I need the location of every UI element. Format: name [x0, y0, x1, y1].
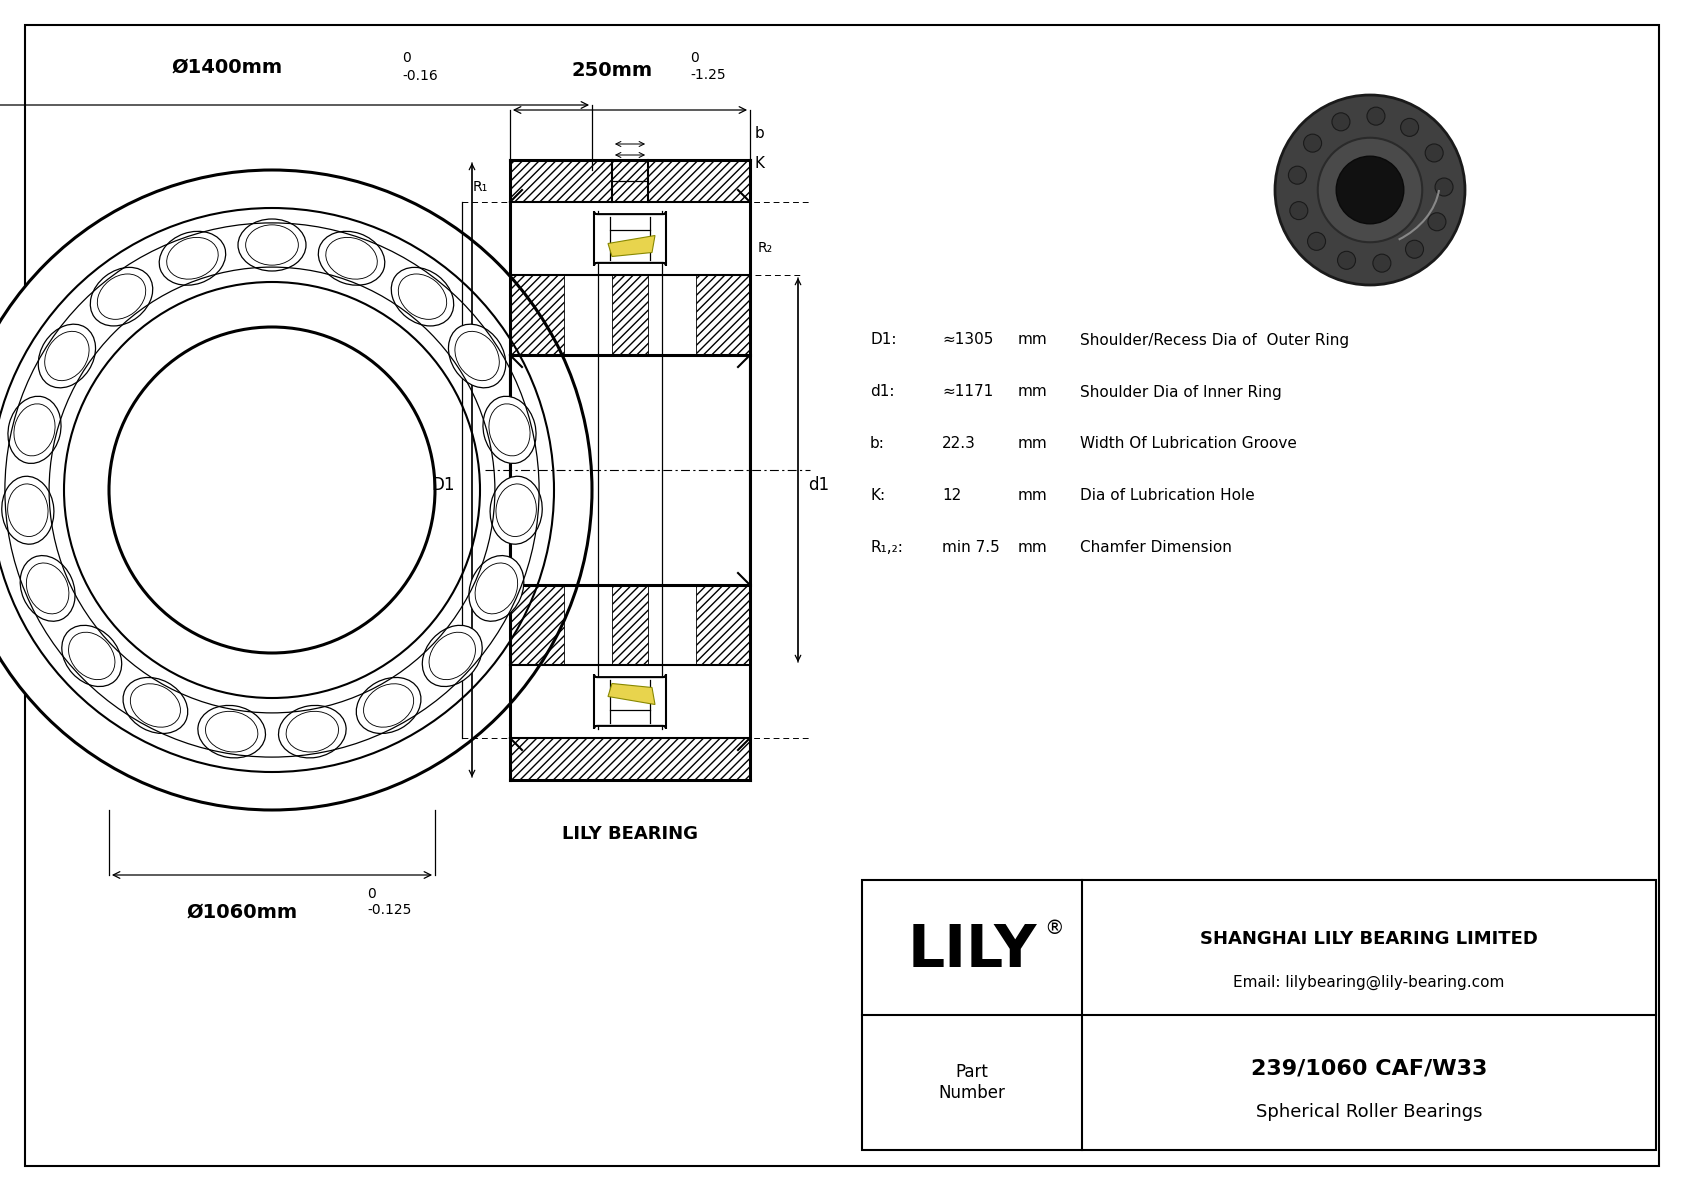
- Ellipse shape: [318, 231, 386, 285]
- Ellipse shape: [20, 555, 76, 622]
- Text: 0: 0: [402, 51, 411, 66]
- Text: mm: mm: [1019, 385, 1047, 399]
- Text: Ø1400mm: Ø1400mm: [172, 58, 283, 77]
- Text: Part
Number: Part Number: [938, 1064, 1005, 1102]
- Text: b:: b:: [871, 436, 884, 451]
- Text: Dia of Lubrication Hole: Dia of Lubrication Hole: [1079, 488, 1255, 504]
- Text: Chamfer Dimension: Chamfer Dimension: [1079, 541, 1233, 555]
- Text: 0: 0: [367, 887, 376, 902]
- Polygon shape: [608, 684, 655, 705]
- Circle shape: [1425, 144, 1443, 162]
- Text: Shoulder Dia of Inner Ring: Shoulder Dia of Inner Ring: [1079, 385, 1282, 399]
- Ellipse shape: [62, 625, 121, 686]
- Text: ≈1171: ≈1171: [941, 385, 994, 399]
- Circle shape: [1337, 251, 1356, 269]
- Ellipse shape: [160, 231, 226, 285]
- Circle shape: [1275, 95, 1465, 285]
- Ellipse shape: [448, 324, 505, 388]
- Text: Spherical Roller Bearings: Spherical Roller Bearings: [1256, 1103, 1482, 1121]
- Ellipse shape: [8, 397, 61, 463]
- FancyBboxPatch shape: [594, 674, 665, 729]
- Ellipse shape: [197, 705, 266, 757]
- Text: Email: lilybearing@lily-bearing.com: Email: lilybearing@lily-bearing.com: [1233, 975, 1505, 990]
- Ellipse shape: [483, 397, 536, 463]
- Text: Ø1060mm: Ø1060mm: [187, 903, 298, 922]
- Bar: [611, 275, 648, 355]
- Ellipse shape: [91, 268, 153, 326]
- Text: d1: d1: [808, 476, 829, 494]
- Text: 0: 0: [690, 51, 699, 66]
- Circle shape: [1367, 107, 1384, 125]
- Text: LILY BEARING: LILY BEARING: [562, 825, 697, 843]
- Text: 12: 12: [941, 488, 962, 504]
- Ellipse shape: [123, 678, 187, 734]
- Bar: [510, 160, 749, 202]
- Ellipse shape: [2, 476, 54, 544]
- Text: -1.25: -1.25: [690, 68, 726, 82]
- Ellipse shape: [490, 476, 542, 544]
- Ellipse shape: [237, 219, 306, 272]
- Text: -0.16: -0.16: [402, 69, 438, 83]
- Circle shape: [0, 170, 593, 810]
- Text: min 7.5: min 7.5: [941, 541, 1000, 555]
- Text: K:: K:: [871, 488, 886, 504]
- Bar: [695, 585, 749, 665]
- Text: R₁: R₁: [473, 180, 488, 194]
- Text: 22.3: 22.3: [941, 436, 975, 451]
- Text: D1:: D1:: [871, 332, 896, 348]
- Circle shape: [1406, 241, 1423, 258]
- Circle shape: [1335, 156, 1404, 224]
- Bar: [695, 275, 749, 355]
- Text: 250mm: 250mm: [571, 61, 653, 80]
- Circle shape: [1307, 232, 1325, 250]
- FancyBboxPatch shape: [594, 211, 665, 266]
- Text: d1:: d1:: [871, 385, 894, 399]
- Bar: [510, 275, 564, 355]
- Text: LILY: LILY: [908, 922, 1037, 979]
- Ellipse shape: [468, 555, 524, 622]
- Circle shape: [1288, 167, 1307, 185]
- Circle shape: [1303, 135, 1322, 152]
- Text: b: b: [754, 126, 765, 142]
- Text: mm: mm: [1019, 332, 1047, 348]
- Circle shape: [1435, 177, 1453, 197]
- Text: Width Of Lubrication Groove: Width Of Lubrication Groove: [1079, 436, 1297, 451]
- Polygon shape: [608, 236, 655, 256]
- Text: 239/1060 CAF/W33: 239/1060 CAF/W33: [1251, 1059, 1487, 1079]
- Ellipse shape: [391, 268, 453, 326]
- Circle shape: [1319, 138, 1423, 242]
- Bar: [510, 738, 749, 780]
- Ellipse shape: [423, 625, 482, 686]
- Circle shape: [1290, 201, 1308, 219]
- Text: -0.125: -0.125: [367, 903, 411, 917]
- Bar: [611, 585, 648, 665]
- Ellipse shape: [278, 705, 347, 757]
- Text: mm: mm: [1019, 541, 1047, 555]
- Text: R₁,₂:: R₁,₂:: [871, 541, 903, 555]
- Ellipse shape: [39, 324, 96, 388]
- Ellipse shape: [357, 678, 421, 734]
- Text: D1: D1: [431, 476, 455, 494]
- Text: ≈1305: ≈1305: [941, 332, 994, 348]
- Circle shape: [1401, 118, 1418, 137]
- Text: K: K: [754, 156, 765, 170]
- Circle shape: [1332, 113, 1351, 131]
- Bar: [862, 880, 1655, 1151]
- Text: mm: mm: [1019, 488, 1047, 504]
- Text: mm: mm: [1019, 436, 1047, 451]
- Circle shape: [1428, 213, 1447, 231]
- Text: Shoulder/Recess Dia of  Outer Ring: Shoulder/Recess Dia of Outer Ring: [1079, 332, 1349, 348]
- Text: R₂: R₂: [758, 242, 773, 256]
- Text: ®: ®: [1044, 919, 1064, 939]
- Text: SHANGHAI LILY BEARING LIMITED: SHANGHAI LILY BEARING LIMITED: [1201, 930, 1537, 948]
- Bar: [510, 585, 564, 665]
- Circle shape: [1372, 254, 1391, 272]
